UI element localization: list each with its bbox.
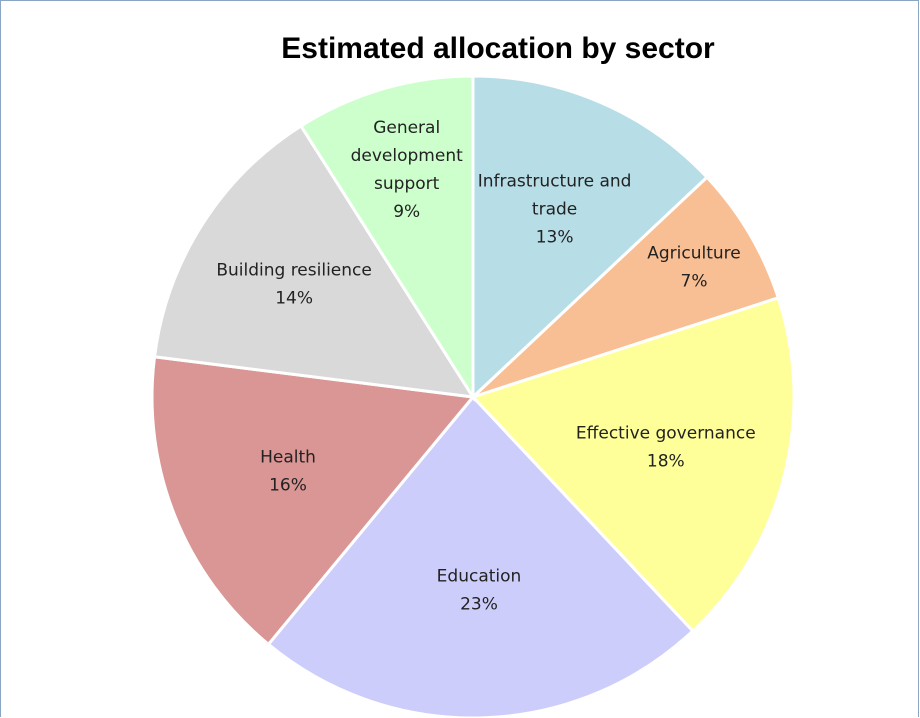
slice-label-building-resilience: Building resilience 14% bbox=[216, 261, 372, 309]
pie-slices bbox=[150, 74, 796, 718]
slice-agriculture bbox=[471, 175, 781, 399]
slice-value-health: 16% bbox=[269, 475, 307, 495]
slice-label-health: Health 16% bbox=[260, 447, 316, 495]
pie-labels: Infrastructure and trade 13% Agriculture 7% E… bbox=[216, 118, 755, 615]
slice-name-building-resilience: Building resilience bbox=[216, 261, 372, 281]
slice-name-education: Education bbox=[437, 567, 522, 587]
slice-name-agriculture: Agriculture bbox=[647, 243, 741, 263]
slice-value-infrastructure-and-trade: 13% bbox=[536, 228, 574, 248]
slice-health bbox=[150, 355, 476, 647]
slice-name-infrastructure-and-trade: trade bbox=[532, 200, 577, 220]
slice-value-effective-governance: 18% bbox=[647, 452, 685, 472]
slice-name-general-development-support: General bbox=[373, 118, 440, 138]
slice-name-effective-governance: Effective governance bbox=[576, 424, 756, 444]
slice-value-education: 23% bbox=[460, 595, 498, 615]
slice-label-general-development-support: General development support 9% bbox=[351, 118, 463, 222]
slice-label-education: Education 23% bbox=[437, 567, 522, 615]
slice-label-infrastructure-and-trade: Infrastructure and trade 13% bbox=[478, 172, 632, 248]
slice-name-infrastructure-and-trade: Infrastructure and bbox=[478, 172, 632, 192]
chart-title: Estimated allocation by sector bbox=[281, 32, 715, 65]
slice-infrastructure-and-trade bbox=[471, 74, 710, 401]
slice-label-agriculture: Agriculture 7% bbox=[647, 243, 741, 291]
slice-general-development-support bbox=[298, 74, 475, 403]
slice-label-effective-governance: Effective governance 18% bbox=[576, 424, 756, 472]
slice-name-health: Health bbox=[260, 447, 316, 467]
slice-name-general-development-support: development bbox=[351, 146, 463, 166]
slice-building-resilience bbox=[152, 123, 476, 399]
slice-name-general-development-support: support bbox=[374, 174, 440, 194]
slice-value-agriculture: 7% bbox=[681, 271, 708, 291]
slice-value-building-resilience: 14% bbox=[275, 289, 313, 309]
slice-effective-governance bbox=[470, 295, 796, 634]
slice-value-general-development-support: 9% bbox=[393, 202, 420, 222]
